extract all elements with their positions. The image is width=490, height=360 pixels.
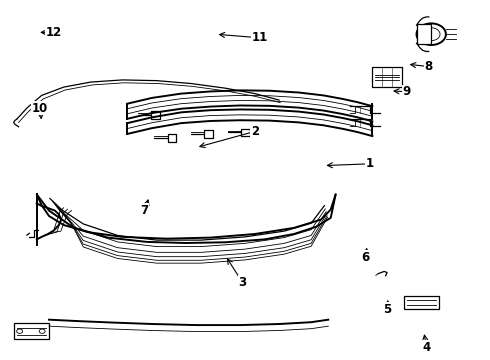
- Text: 8: 8: [425, 60, 433, 73]
- Text: 2: 2: [251, 125, 259, 138]
- Bar: [404, 296, 439, 309]
- Bar: [372, 67, 402, 87]
- Text: 4: 4: [422, 341, 430, 354]
- Circle shape: [17, 329, 23, 333]
- Bar: [14, 323, 49, 339]
- Text: 6: 6: [361, 251, 369, 264]
- Circle shape: [39, 329, 45, 333]
- Circle shape: [422, 28, 440, 41]
- Text: 9: 9: [403, 85, 411, 98]
- Text: 5: 5: [383, 303, 391, 316]
- Text: 11: 11: [251, 31, 268, 44]
- Bar: [416, 24, 431, 44]
- Text: 12: 12: [46, 26, 62, 39]
- Text: 3: 3: [239, 276, 246, 289]
- Text: 7: 7: [141, 204, 148, 217]
- Text: 10: 10: [32, 102, 49, 114]
- Circle shape: [416, 23, 446, 45]
- Text: 1: 1: [366, 157, 374, 170]
